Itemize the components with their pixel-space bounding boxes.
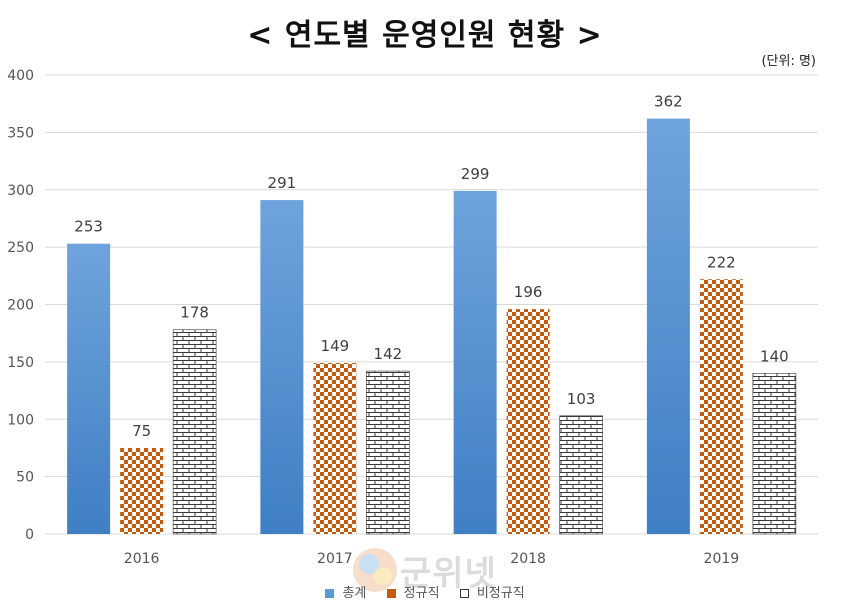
y-tick-label: 200 [7, 298, 34, 314]
x-tick-label-2018: 2018 [510, 551, 546, 567]
legend-item-irregular: 비정규직 [459, 582, 525, 601]
x-tick-label-2017: 2017 [317, 551, 353, 567]
bar-regular-2018 [506, 309, 550, 534]
bar-regular-2017 [313, 363, 357, 534]
y-tick-label: 300 [7, 183, 34, 199]
legend-item-total: 총계 [325, 582, 366, 601]
legend-label-irregular: 비정규직 [476, 586, 525, 601]
unit-label: (단위: 명) [761, 54, 816, 69]
y-tick-label: 250 [7, 240, 34, 256]
legend-item-regular: 정규직 [386, 582, 440, 601]
bar-regular-2019 [699, 279, 743, 534]
y-tick-label: 100 [7, 412, 34, 428]
bar-total-2018 [453, 190, 497, 534]
bar-total-2016 [67, 243, 111, 534]
data-label-regular-2019: 222 [707, 253, 736, 271]
bar-irregular-2016 [172, 329, 217, 535]
y-tick-label: 150 [7, 355, 34, 371]
data-label-irregular-2018: 103 [567, 390, 596, 408]
watermark-emblem-icon [353, 548, 397, 592]
watermark-logo: 군위넷 [345, 540, 545, 600]
legend-swatch-regular [386, 589, 396, 598]
data-label-regular-2018: 196 [514, 283, 543, 301]
bars [67, 118, 797, 535]
x-tick-label-2016: 2016 [124, 551, 160, 567]
data-label-irregular-2019: 140 [760, 347, 789, 365]
y-tick-label: 400 [7, 68, 34, 84]
data-label-total-2016: 253 [74, 218, 103, 236]
legend: 총계 정규직 비정규직 [0, 582, 850, 601]
bar-regular-2016 [120, 447, 164, 534]
legend-label-total: 총계 [342, 586, 367, 601]
legend-label-regular: 정규직 [403, 586, 440, 601]
legend-swatch-irregular [459, 589, 469, 598]
legend-swatch-total [325, 589, 335, 598]
y-tick-label: 50 [16, 470, 34, 486]
bar-irregular-2017 [366, 370, 410, 535]
y-axis: 0 50 100 150 200 250 300 350 400 [7, 68, 34, 543]
data-label-regular-2016: 75 [132, 422, 151, 440]
data-label-total-2018: 299 [461, 165, 490, 183]
data-labels: 253 75 178 291 149 142 299 196 103 362 222 140 [74, 93, 788, 440]
watermark-text: 군위넷 [400, 554, 497, 594]
data-label-total-2019: 362 [654, 93, 683, 111]
chart-title: < 연도별 운영인원 현황 > [247, 18, 603, 53]
data-label-regular-2017: 149 [321, 337, 350, 355]
bar-total-2019 [646, 118, 690, 534]
data-label-irregular-2016: 178 [180, 304, 209, 322]
x-tick-label-2019: 2019 [704, 551, 740, 567]
y-tick-label: 350 [7, 125, 34, 141]
data-label-irregular-2017: 142 [374, 345, 403, 363]
bar-irregular-2019 [752, 373, 797, 535]
bar-total-2017 [260, 200, 304, 534]
bar-irregular-2018 [559, 415, 603, 535]
data-label-total-2017: 291 [268, 174, 297, 192]
y-tick-label: 0 [25, 527, 34, 543]
x-axis: 2016 2017 2018 2019 [124, 551, 739, 567]
